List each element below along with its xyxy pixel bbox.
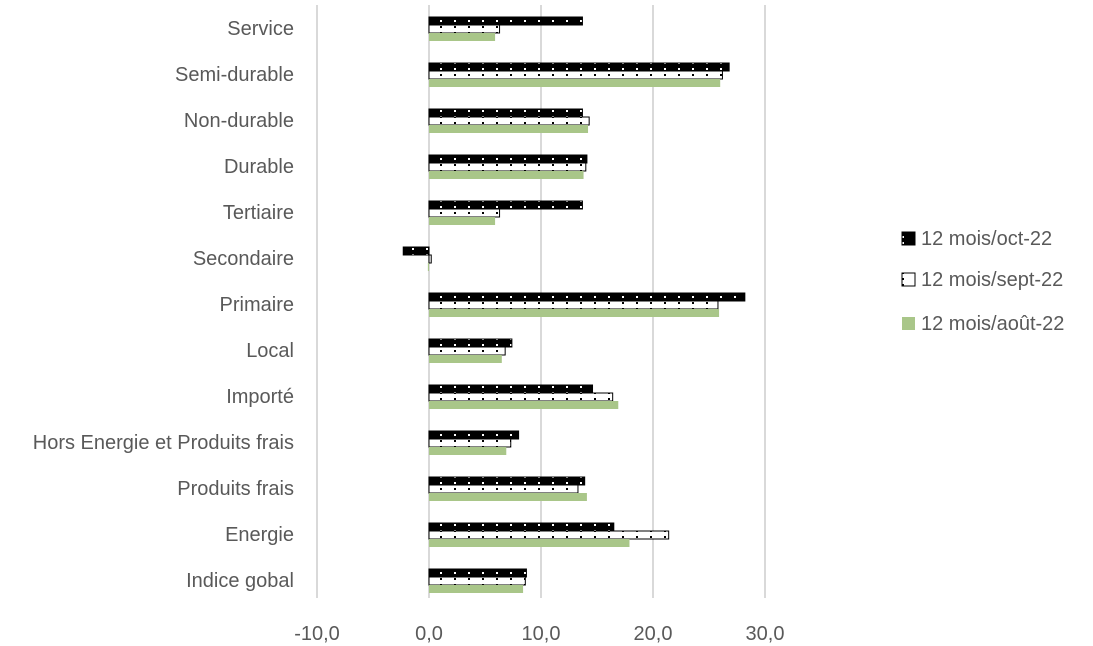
x-tick-label-0: -10,0: [294, 623, 340, 645]
bar-indice-gobal-series-2: [428, 576, 526, 586]
bar-secondaire-series-1: [402, 246, 430, 256]
bar-primaire-series-1: [428, 292, 746, 302]
bar-produits-frais-series-3: [429, 493, 587, 501]
bar-tertiaire-series-2: [428, 208, 501, 218]
bar-semi-durable-series-3: [429, 79, 721, 87]
bar-importe-series-3: [429, 401, 619, 409]
category-label-semi-durable: Semi-durable: [175, 64, 294, 86]
bar-semi-durable-series-1: [428, 62, 730, 72]
bar-hors-energie-et-produits-frais-series-1: [428, 430, 520, 440]
bar-service-series-3: [429, 33, 496, 41]
category-label-secondaire: Secondaire: [193, 248, 294, 270]
bar-local-series-3: [429, 355, 502, 363]
bar-energie-series-2: [428, 530, 670, 540]
x-tick-label-4: 30,0: [746, 623, 785, 645]
bar-indice-gobal-series-1: [428, 568, 527, 578]
category-label-local: Local: [246, 340, 294, 362]
bar-durable-series-1: [428, 154, 588, 164]
bar-service-series-1: [428, 16, 583, 26]
category-label-produits-frais: Produits frais: [177, 478, 294, 500]
category-label-primaire: Primaire: [220, 294, 294, 316]
x-tick-label-3: 20,0: [634, 623, 673, 645]
category-label-indice-gobal: Indice gobal: [186, 570, 294, 592]
bar-hors-energie-et-produits-frais-series-2: [428, 438, 512, 448]
bar-local-series-1: [428, 338, 513, 348]
category-labels: Service Semi-durable Non-durable Durable Ter…: [33, 18, 294, 592]
category-label-tertiaire: Tertiaire: [223, 202, 294, 224]
bar-semi-durable-series-2: [428, 70, 723, 80]
category-label-durable: Durable: [224, 156, 294, 178]
category-label-service: Service: [227, 18, 294, 40]
legend-swatch-3: [902, 317, 915, 330]
bar-importe-series-1: [428, 384, 594, 394]
bar-importe-series-2: [428, 392, 614, 402]
bar-energie-series-1: [428, 522, 615, 532]
bar-primaire-series-2: [428, 300, 719, 310]
bar-local-series-2: [428, 346, 506, 356]
legend-label-1: 12 mois/oct-22: [921, 228, 1052, 250]
x-tick-labels: -10,0 0,0 10,0 20,0 30,0: [294, 623, 784, 645]
bar-durable-series-3: [429, 171, 584, 179]
bar-produits-frais-series-2: [428, 484, 579, 494]
legend: 12 mois/oct-22 12 mois/sept-22 12 mois/aoû…: [901, 228, 1064, 335]
legend-swatch-1: [901, 231, 916, 246]
category-label-energie: Energie: [225, 524, 294, 546]
bar-tertiaire-series-3: [429, 217, 496, 225]
bar-non-durable-series-2: [428, 116, 590, 126]
bar-primaire-series-3: [429, 309, 720, 317]
bar-durable-series-2: [428, 162, 587, 172]
bar-energie-series-3: [429, 539, 630, 547]
legend-label-2: 12 mois/sept-22: [921, 269, 1063, 291]
bar-indice-gobal-series-3: [429, 585, 524, 593]
bar-non-durable-series-1: [428, 108, 583, 118]
bar-tertiaire-series-1: [428, 200, 583, 210]
legend-swatch-2: [901, 272, 916, 287]
x-tick-label-2: 10,0: [522, 623, 561, 645]
category-label-hors-energie-et-produits-frais: Hors Energie et Produits frais: [33, 432, 294, 454]
bar-non-durable-series-3: [429, 125, 589, 133]
bars: [402, 16, 746, 593]
bar-secondaire-series-2: [428, 254, 432, 264]
category-label-non-durable: Non-durable: [184, 110, 294, 132]
bar-service-series-2: [428, 24, 501, 34]
x-tick-label-1: 0,0: [415, 623, 443, 645]
category-label-importe: Importé: [226, 386, 294, 408]
legend-label-3: 12 mois/août-22: [921, 313, 1064, 335]
bar-hors-energie-et-produits-frais-series-3: [429, 447, 507, 455]
bar-produits-frais-series-1: [428, 476, 586, 486]
bar-secondaire-series-3: [427, 263, 429, 271]
